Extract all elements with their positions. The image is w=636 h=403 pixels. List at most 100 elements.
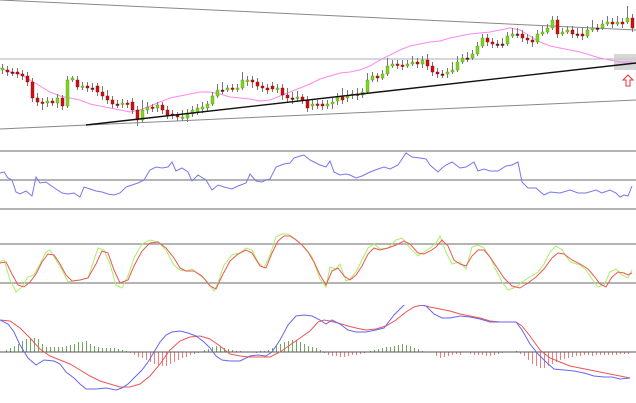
bull-candle-body [605, 21, 610, 25]
bear-candle-body [90, 87, 95, 90]
bear-candle-body [610, 21, 615, 25]
candle [330, 98, 335, 109]
candle [370, 72, 375, 82]
candle [135, 106, 140, 126]
bull-candle-body [200, 106, 205, 110]
candle [240, 72, 245, 90]
candle [255, 78, 260, 90]
bull-candle-body [510, 33, 515, 37]
rsi-panel [0, 150, 636, 210]
stochastic-panel [0, 233, 636, 293]
bear-candle-body [300, 96, 305, 101]
candle [320, 100, 325, 110]
bear-candle-body [375, 75, 380, 79]
bull-candle-body [390, 63, 395, 67]
bull-candle-body [450, 69, 455, 73]
bear-candle-body [85, 85, 90, 89]
candle [280, 84, 285, 100]
candle [230, 84, 235, 92]
candle [115, 100, 120, 108]
candle [620, 18, 625, 28]
bear-candle-body [520, 33, 525, 39]
candle [150, 104, 155, 112]
bull-candle-body [585, 29, 590, 37]
price-panel [0, 0, 636, 130]
candle [175, 112, 180, 121]
candle [40, 98, 45, 110]
bull-candle-body [195, 107, 200, 113]
candle [130, 98, 135, 114]
bull-candle-body [420, 59, 425, 65]
bull-candle-body [70, 77, 75, 81]
candle [85, 82, 90, 92]
bear-candle-body [25, 75, 30, 83]
bear-candle-body [5, 69, 10, 73]
bull-candle-body [235, 87, 240, 90]
candle [520, 30, 525, 42]
bull-candle-body [55, 97, 60, 104]
candle [580, 28, 585, 40]
bull-candle-body [310, 103, 315, 107]
candle [75, 76, 80, 90]
candle [485, 34, 490, 46]
candle [595, 24, 600, 32]
candle [500, 38, 505, 48]
bear-candle-body [30, 81, 35, 99]
candle [5, 66, 10, 76]
bull-candle-body [215, 89, 220, 97]
bear-candle-body [395, 63, 400, 66]
candle [260, 82, 265, 92]
candle [195, 104, 200, 115]
candle [300, 94, 305, 104]
bull-candle-body [480, 37, 485, 47]
candle [505, 32, 510, 46]
bull-candle-body [140, 109, 145, 121]
candle [550, 16, 555, 30]
bull-candle-body [405, 63, 410, 67]
candle [310, 100, 315, 110]
candle [165, 106, 170, 119]
bear-candle-body [260, 85, 265, 89]
bear-candle-body [415, 61, 420, 65]
candle [510, 28, 515, 38]
candle [160, 102, 165, 114]
candle [220, 82, 225, 94]
bull-candle-body [295, 96, 300, 99]
bull-candle-body [210, 95, 215, 105]
candle [100, 86, 105, 100]
rsi-line [0, 152, 633, 198]
candle [420, 56, 425, 68]
candle [445, 68, 450, 78]
bull-candle-body [505, 35, 510, 45]
candle [385, 58, 390, 76]
candle [565, 26, 570, 34]
candle [315, 100, 320, 109]
bull-candle-body [155, 104, 160, 109]
bear-candle-body [425, 59, 430, 67]
candle [180, 110, 185, 121]
bear-candle-body [485, 37, 490, 43]
candle [205, 101, 210, 111]
bull-candle-body [445, 71, 450, 75]
candle [95, 83, 100, 96]
candle [615, 16, 620, 26]
bear-candle-body [595, 27, 600, 30]
bear-candle-body [490, 41, 495, 45]
bear-candle-body [150, 106, 155, 109]
bull-candle-body [145, 106, 150, 111]
bear-candle-body [270, 85, 275, 90]
candle [50, 98, 55, 106]
candle [490, 38, 495, 48]
candle [305, 96, 310, 112]
candle [360, 88, 365, 98]
candle [415, 58, 420, 68]
bear-candle-body [250, 79, 255, 83]
candle [265, 84, 270, 94]
candle [610, 18, 615, 28]
bull-candle-body [470, 53, 475, 59]
bear-candle-body [40, 101, 45, 104]
upper-channel-line [0, 0, 636, 31]
candle [90, 83, 95, 92]
candle [20, 70, 25, 80]
candle [560, 28, 565, 36]
